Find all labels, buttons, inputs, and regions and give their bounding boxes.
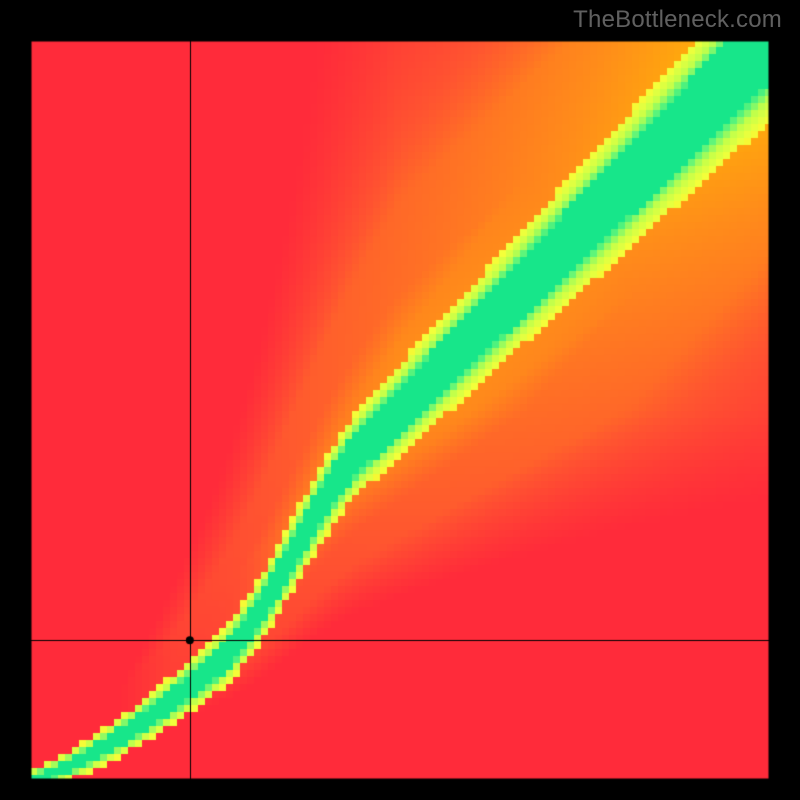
chart-container: TheBottleneck.com <box>0 0 800 800</box>
watermark-text: TheBottleneck.com <box>573 6 782 34</box>
bottleneck-heatmap <box>0 0 800 800</box>
